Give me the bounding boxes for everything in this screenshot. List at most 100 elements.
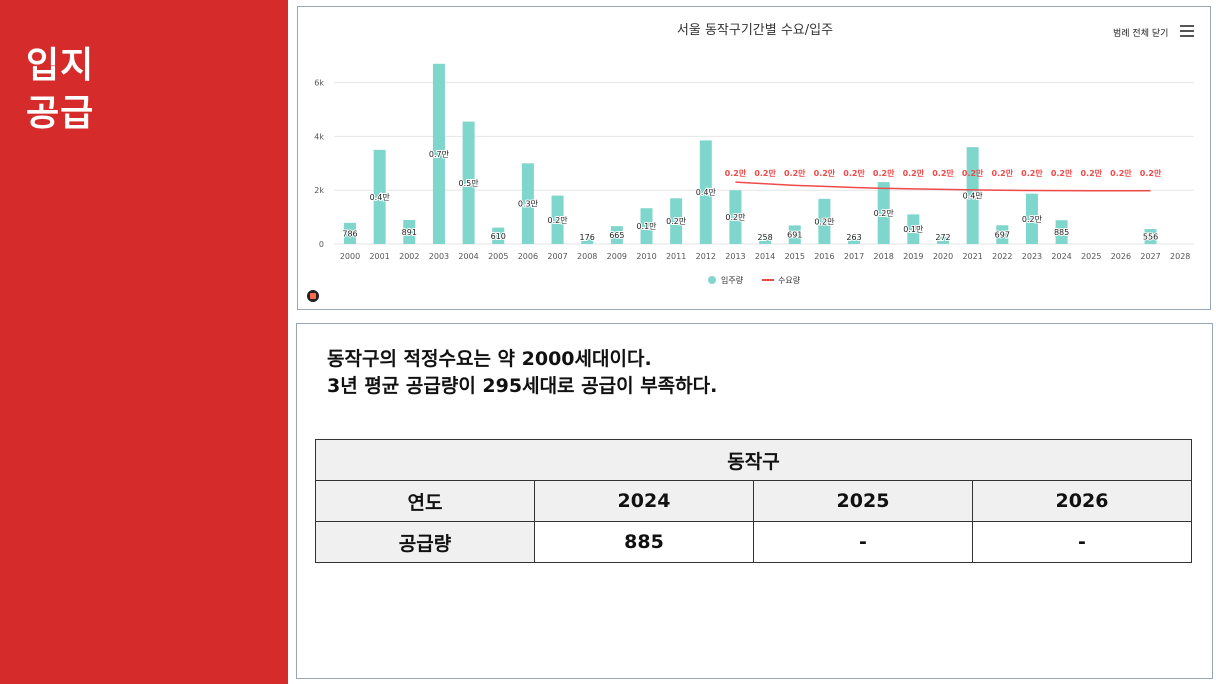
line-data-label: 0.2만 <box>754 168 776 178</box>
bar-data-label: 556 <box>1143 233 1158 242</box>
bar-data-label: 665 <box>609 231 624 240</box>
chart-title: 서울 동작구기간별 수요/입주 <box>676 23 834 38</box>
bar <box>1144 229 1157 244</box>
bar <box>1025 193 1038 244</box>
line-data-label: 0.2만 <box>725 168 747 178</box>
line-data-label: 0.2만 <box>1051 168 1073 178</box>
bar-data-label: 0.5만 <box>459 179 480 188</box>
bar-data-label: 0.1만 <box>903 225 924 234</box>
bar-data-label: 272 <box>935 233 950 242</box>
chart-panel: 서울 동작구기간별 수요/입주 범례 전체 닫기 0 2k 4k 6k 2000 2001… <box>297 6 1211 310</box>
bar-data-label: 0.4만 <box>696 188 717 197</box>
hamburger-menu-icon[interactable] <box>1180 25 1194 37</box>
x-tick-label: 2006 <box>518 252 538 261</box>
bar-data-label: 0.2만 <box>548 216 569 225</box>
supply-row-label: 공급량 <box>315 521 535 563</box>
statement-line1: 동작구의 적정수요는 약 2000세대이다. <box>327 348 652 370</box>
line-data-label: 0.2만 <box>873 168 895 178</box>
bar <box>966 147 979 244</box>
bar-data-label: 0.3만 <box>518 200 539 209</box>
legend-label-supply: 입주량 <box>721 275 744 285</box>
line-data-label: 0.2만 <box>1080 168 1102 178</box>
line-data-label: 0.2만 <box>1021 168 1043 178</box>
bar-data-label: 263 <box>846 233 861 242</box>
legend-toggle-button[interactable]: 범례 전체 닫기 <box>1113 29 1169 39</box>
bar-data-label: 0.4만 <box>370 193 391 202</box>
table-cell: 2025 <box>753 480 973 522</box>
bar <box>788 225 801 244</box>
line-data-label: 0.2만 <box>1110 168 1132 178</box>
table-title: 동작구 <box>315 439 1192 481</box>
line-data-label: 0.2만 <box>784 168 806 178</box>
line-data-label: 0.2만 <box>814 168 836 178</box>
x-tick-label: 2012 <box>696 252 716 261</box>
y-tick-label: 2k <box>314 186 324 195</box>
line-data-label: 0.2만 <box>903 168 925 178</box>
bar-data-label: 610 <box>491 232 506 241</box>
x-tick-label: 2007 <box>547 252 567 261</box>
table-cell: 2024 <box>534 480 754 522</box>
summary-statement: 동작구의 적정수요는 약 2000세대이다. 3년 평균 공급량이 295세대로… <box>327 346 717 400</box>
x-tick-label: 2027 <box>1140 252 1160 261</box>
demand-line <box>735 181 1151 192</box>
bar-data-label: 258 <box>757 233 772 242</box>
sidebar-title-line1: 입지 <box>26 45 95 86</box>
bar <box>373 149 386 244</box>
bar-data-label: 697 <box>995 231 1010 240</box>
sidebar: 입지 공급 <box>0 0 288 684</box>
bar <box>670 198 683 244</box>
x-tick-label: 2013 <box>725 252 745 261</box>
bar-data-label: 0.2만 <box>666 217 687 226</box>
x-tick-label: 2023 <box>1022 252 1042 261</box>
bar <box>848 236 861 244</box>
x-tick-label: 2016 <box>814 252 834 261</box>
bar-data-label: 0.2만 <box>814 217 835 226</box>
x-tick-label: 2025 <box>1081 252 1101 261</box>
x-tick-label: 2020 <box>933 252 953 261</box>
bar-data-label: 176 <box>580 233 595 242</box>
x-tick-label: 2009 <box>607 252 627 261</box>
bar-data-label: 0.2만 <box>874 209 895 218</box>
x-tick-label: 2003 <box>429 252 449 261</box>
y-tick-label: 0 <box>319 240 324 249</box>
bar <box>432 63 445 244</box>
x-tick-label: 2004 <box>458 252 478 261</box>
table-header-row: 동작구 <box>315 439 1192 481</box>
supply-table: 동작구 연도 2024 2025 2026 공급량 885 - - <box>315 439 1192 563</box>
x-tick-label: 2022 <box>992 252 1012 261</box>
x-tick-label: 2014 <box>755 252 775 261</box>
table-row: 공급량 885 - - <box>315 521 1192 563</box>
bar <box>818 198 831 244</box>
x-tick-label: 2024 <box>1051 252 1071 261</box>
bar <box>907 214 920 244</box>
sidebar-title-line2: 공급 <box>26 93 95 134</box>
table-cell: - <box>972 521 1192 563</box>
x-tick-label: 2026 <box>1111 252 1131 261</box>
bar <box>759 237 772 244</box>
x-tick-label: 2005 <box>488 252 508 261</box>
x-tick-label: 2011 <box>666 252 686 261</box>
bar <box>551 195 564 244</box>
bar <box>403 220 416 244</box>
table-cell: 885 <box>534 521 754 563</box>
app-logo-icon <box>307 290 319 302</box>
y-tick-label: 4k <box>314 132 324 141</box>
bar-data-label: 0.2만 <box>1022 215 1043 224</box>
bar <box>729 190 742 244</box>
bar <box>640 208 653 244</box>
line-data-label: 0.2만 <box>932 168 954 178</box>
x-tick-label: 2018 <box>874 252 894 261</box>
table-row: 연도 2024 2025 2026 <box>315 480 1192 522</box>
bar <box>492 227 505 244</box>
x-tick-label: 2010 <box>636 252 656 261</box>
bar-data-label: 786 <box>342 229 357 238</box>
y-tick-label: 6k <box>314 79 324 88</box>
year-row-label: 연도 <box>315 480 535 522</box>
bar <box>699 140 712 244</box>
chart-svg: 0 2k 4k 6k 2000 2001 2002 2003 2004 2005 2006 2007 2… <box>314 63 1194 285</box>
x-tick-label: 2000 <box>340 252 360 261</box>
statement-line2: 3년 평균 공급량이 295세대로 공급이 부족하다. <box>327 375 718 397</box>
bar <box>521 163 534 244</box>
bar <box>610 226 623 244</box>
bar <box>344 222 356 244</box>
